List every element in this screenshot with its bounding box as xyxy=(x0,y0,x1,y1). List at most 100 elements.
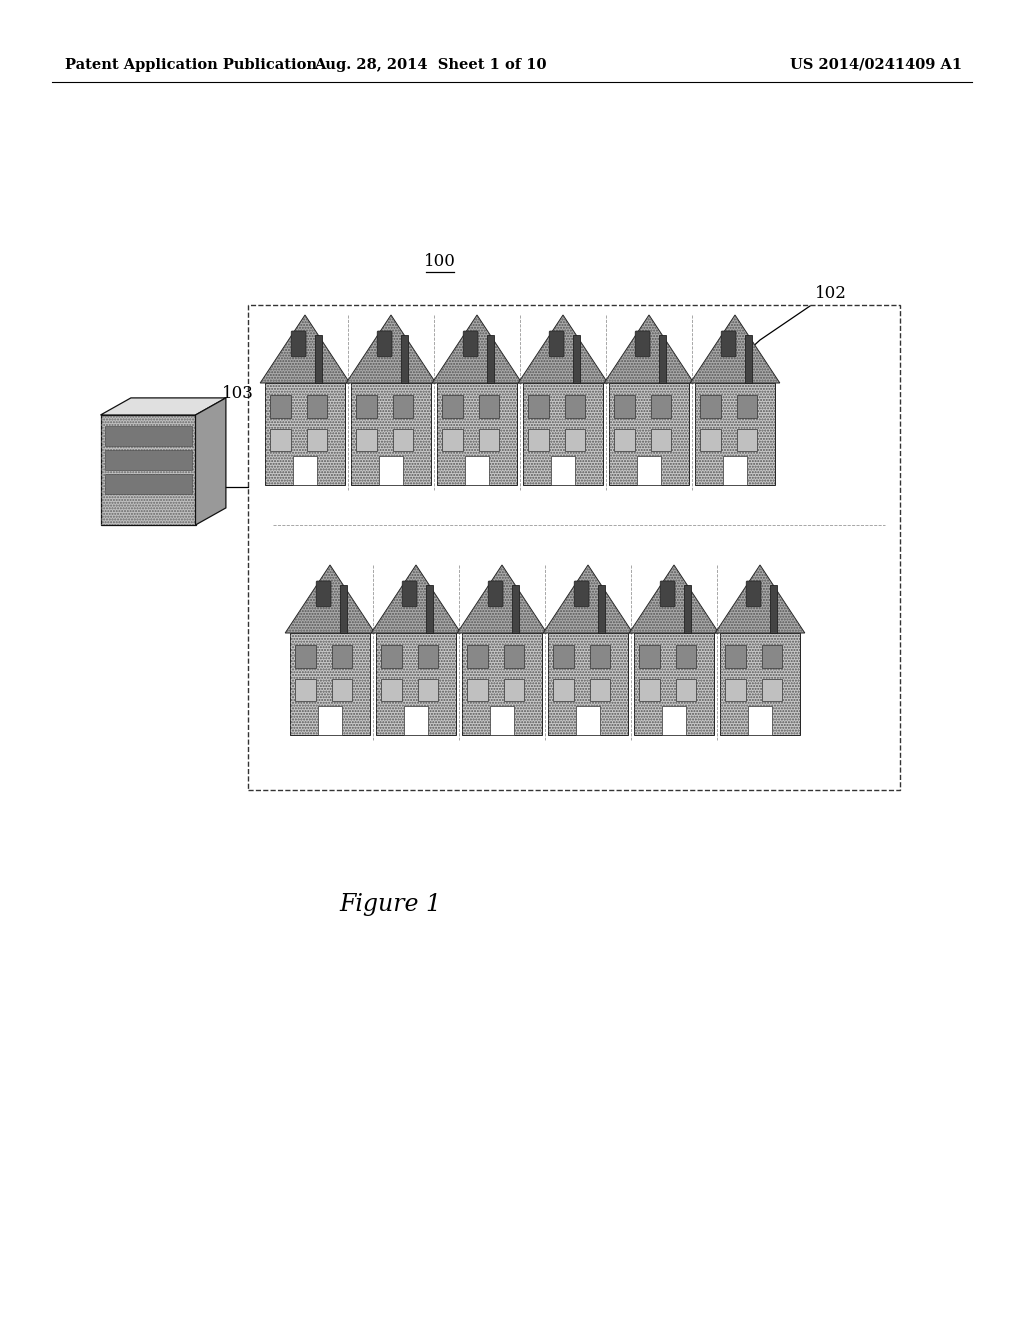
Bar xyxy=(293,457,317,484)
Bar xyxy=(100,414,196,525)
Bar xyxy=(551,457,575,484)
Bar xyxy=(676,678,696,701)
Bar xyxy=(639,678,659,701)
Polygon shape xyxy=(604,315,694,383)
Bar xyxy=(572,335,580,383)
Bar xyxy=(662,706,686,735)
Text: Patent Application Publication: Patent Application Publication xyxy=(65,58,317,73)
Bar xyxy=(441,429,463,451)
Bar xyxy=(376,634,456,735)
Bar xyxy=(590,645,610,668)
FancyBboxPatch shape xyxy=(721,331,736,356)
Polygon shape xyxy=(260,315,350,383)
Bar xyxy=(575,706,600,735)
Polygon shape xyxy=(371,565,461,634)
Text: 102: 102 xyxy=(815,285,847,302)
Bar xyxy=(392,395,414,417)
Bar xyxy=(613,395,635,417)
Bar xyxy=(676,645,696,668)
Bar xyxy=(609,383,689,484)
Bar xyxy=(613,429,635,451)
Bar xyxy=(295,645,315,668)
Bar xyxy=(269,395,291,417)
Bar xyxy=(332,645,352,668)
Bar xyxy=(736,429,758,451)
Bar xyxy=(490,706,514,735)
Bar xyxy=(306,429,328,451)
Bar xyxy=(564,429,586,451)
Bar xyxy=(462,634,542,735)
Bar xyxy=(744,335,752,383)
Text: Aug. 28, 2014  Sheet 1 of 10: Aug. 28, 2014 Sheet 1 of 10 xyxy=(313,58,546,73)
Bar xyxy=(720,634,800,735)
Bar xyxy=(527,429,549,451)
Bar xyxy=(290,634,370,735)
Bar xyxy=(465,457,489,484)
Bar xyxy=(699,429,721,451)
Bar xyxy=(437,383,517,484)
Bar xyxy=(650,429,672,451)
Bar xyxy=(770,585,777,634)
Polygon shape xyxy=(518,315,608,383)
Bar xyxy=(248,305,900,789)
Bar xyxy=(318,706,342,735)
Bar xyxy=(332,678,352,701)
Bar xyxy=(598,585,605,634)
Bar xyxy=(634,634,714,735)
FancyBboxPatch shape xyxy=(746,581,761,607)
Bar xyxy=(314,335,322,383)
FancyBboxPatch shape xyxy=(402,581,417,607)
Bar xyxy=(590,678,610,701)
Bar xyxy=(418,678,438,701)
Polygon shape xyxy=(286,565,375,634)
Text: 100: 100 xyxy=(424,253,456,271)
Bar xyxy=(478,395,500,417)
FancyBboxPatch shape xyxy=(635,331,650,356)
Bar xyxy=(269,429,291,451)
Bar xyxy=(104,474,191,494)
Bar xyxy=(462,634,542,735)
Bar xyxy=(553,678,573,701)
Bar xyxy=(486,335,494,383)
Bar xyxy=(723,457,746,484)
Bar xyxy=(100,414,196,525)
FancyBboxPatch shape xyxy=(291,331,306,356)
Bar xyxy=(104,450,191,470)
Bar xyxy=(340,585,347,634)
Bar xyxy=(527,395,549,417)
Bar xyxy=(381,645,401,668)
Bar xyxy=(639,645,659,668)
Bar xyxy=(355,429,377,451)
Bar xyxy=(504,645,524,668)
FancyBboxPatch shape xyxy=(316,581,331,607)
Bar xyxy=(306,395,328,417)
Bar xyxy=(720,634,800,735)
Bar xyxy=(295,678,315,701)
Polygon shape xyxy=(196,397,226,525)
FancyBboxPatch shape xyxy=(660,581,675,607)
Polygon shape xyxy=(457,565,547,634)
Bar xyxy=(634,634,714,735)
Bar xyxy=(504,678,524,701)
Text: US 2014/0241409 A1: US 2014/0241409 A1 xyxy=(790,58,963,73)
Bar xyxy=(748,706,772,735)
Bar xyxy=(548,634,628,735)
Bar xyxy=(725,645,745,668)
Bar xyxy=(418,645,438,668)
Bar xyxy=(548,634,628,735)
Bar xyxy=(351,383,431,484)
Bar xyxy=(609,383,689,484)
Bar xyxy=(265,383,345,484)
Bar xyxy=(523,383,603,484)
Bar xyxy=(699,395,721,417)
Bar xyxy=(104,426,191,446)
Polygon shape xyxy=(346,315,436,383)
Polygon shape xyxy=(432,315,522,383)
Bar xyxy=(637,457,662,484)
Bar xyxy=(467,678,487,701)
Text: Figure 1: Figure 1 xyxy=(339,894,441,916)
FancyBboxPatch shape xyxy=(463,331,478,356)
Bar xyxy=(523,383,603,484)
Bar xyxy=(404,706,428,735)
Bar xyxy=(658,335,666,383)
